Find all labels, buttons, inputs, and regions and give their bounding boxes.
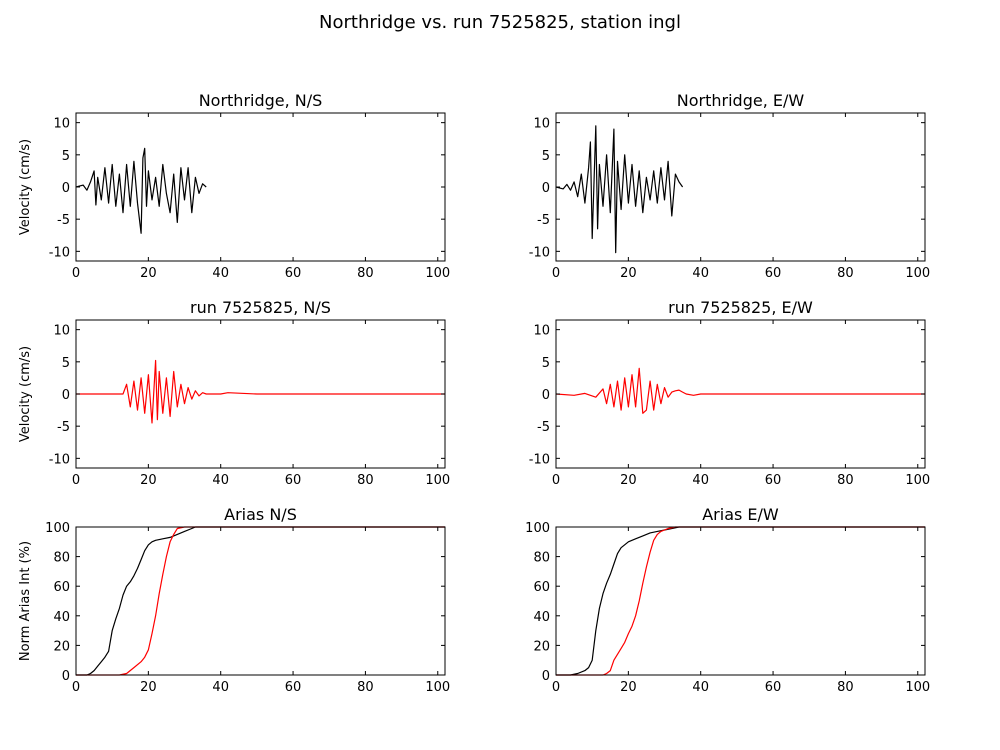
x-tick-label: 40 [692,266,709,281]
y-tick-label: 0 [62,669,70,684]
y-tick-label: 20 [533,639,550,654]
y-tick-label: 20 [53,639,70,654]
x-tick-label: 100 [425,266,450,281]
x-tick-label: 100 [905,266,930,281]
series2-line-1 [76,526,445,676]
y-tick-label: 5 [62,149,70,164]
x-tick-label: 80 [357,266,374,281]
x-tick-label: 0 [72,680,80,695]
y-tick-label: 0 [62,181,70,196]
x-tick-label: 100 [425,473,450,488]
x-tick-label: 60 [285,473,302,488]
x-tick-label: 20 [140,680,157,695]
subplot-6: 0 20 40 60 80 100 100 80 60 40 20 0 Arias E/W [525,505,930,695]
series2-line-1 [556,526,925,676]
subplot-4: 0 20 40 60 80 100 10 5 0 -5 -10 run 7525825, E/W [529,298,930,488]
y-tick-label: 10 [533,324,550,339]
subplot-2: 0 20 40 60 80 100 10 5 0 -5 -10 Northridge, E/W [529,91,930,281]
y-tick-label: -10 [529,245,550,260]
y-tick-label: 0 [542,669,550,684]
subplot-title: run 7525825, E/W [668,298,813,317]
y-tick-label: 80 [533,551,550,566]
x-tick-label: 20 [620,473,637,488]
y-tick-label: -5 [537,420,550,435]
subplot-3: 0 20 40 60 80 100 10 5 0 -5 -10 run 7525825, N/S Vel… [18,298,450,488]
x-tick-label: 100 [425,680,450,695]
y-tick-label: -5 [57,213,70,228]
y-axis-label: Velocity (cm/s) [18,139,33,235]
x-tick-label: 60 [765,473,782,488]
subplot-title: Arias E/W [702,505,779,524]
y-tick-label: 10 [533,117,550,132]
axes-frame [75,526,446,676]
y-tick-label: -10 [529,452,550,467]
x-tick-label: 20 [620,680,637,695]
figure-title: Northridge vs. run 7525825, station ingl [319,12,681,33]
y-tick-label: 5 [62,356,70,371]
y-tick-label: 10 [53,324,70,339]
y-tick-label: 10 [53,117,70,132]
x-tick-label: 40 [212,680,229,695]
y-axis-label: Norm Arias Int (%) [18,541,33,661]
x-tick-label: 0 [552,266,560,281]
x-tick-label: 0 [552,680,560,695]
y-tick-label: -5 [537,213,550,228]
x-tick-label: 80 [357,680,374,695]
subplot-title: Northridge, E/W [677,91,805,110]
x-tick-label: 40 [212,473,229,488]
x-tick-label: 80 [357,473,374,488]
x-tick-label: 60 [285,680,302,695]
y-tick-label: 60 [53,580,70,595]
series-line-1 [556,526,925,676]
series-line-1 [76,359,445,424]
y-tick-label: 0 [542,388,550,403]
x-tick-label: 0 [552,473,560,488]
y-tick-label: -10 [49,245,70,260]
x-tick-label: 20 [620,266,637,281]
y-tick-label: 0 [542,181,550,196]
x-tick-label: 80 [837,266,854,281]
x-tick-label: 40 [692,680,709,695]
x-tick-label: 60 [765,680,782,695]
axes-frame [555,526,926,676]
x-tick-label: 40 [692,473,709,488]
subplot-title: Northridge, N/S [199,91,323,110]
subplot-title: Arias N/S [224,505,297,524]
series-line-1 [555,367,925,414]
y-tick-label: 60 [533,580,550,595]
x-tick-label: 80 [837,473,854,488]
y-tick-label: 40 [53,610,70,625]
y-tick-label: 5 [542,149,550,164]
y-axis-label: Velocity (cm/s) [18,346,33,442]
subplot-5: 0 20 40 60 80 100 100 80 60 40 20 0 Arias N/S Norm Ar… [18,505,450,695]
subplot-1: 0 20 40 60 80 100 10 5 0 -5 -10 Northridge, N/S Velo… [18,91,450,281]
y-tick-label: 0 [62,388,70,403]
x-tick-label: 0 [72,473,80,488]
y-tick-label: 80 [53,551,70,566]
y-tick-label: 100 [45,521,70,536]
x-tick-label: 100 [905,680,930,695]
x-tick-label: 60 [765,266,782,281]
series-line-1 [555,125,684,254]
y-tick-label: -5 [57,420,70,435]
x-tick-label: 60 [285,266,302,281]
y-tick-label: -10 [49,452,70,467]
y-tick-label: 5 [542,356,550,371]
x-tick-label: 20 [140,473,157,488]
series-line-1 [76,526,445,676]
x-tick-label: 20 [140,266,157,281]
x-tick-label: 100 [905,473,930,488]
y-tick-label: 40 [533,610,550,625]
subplot-title: run 7525825, N/S [190,298,331,317]
x-tick-label: 80 [837,680,854,695]
y-tick-label: 100 [525,521,550,536]
x-tick-label: 0 [72,266,80,281]
series-line-1 [75,147,207,234]
x-tick-label: 40 [212,266,229,281]
